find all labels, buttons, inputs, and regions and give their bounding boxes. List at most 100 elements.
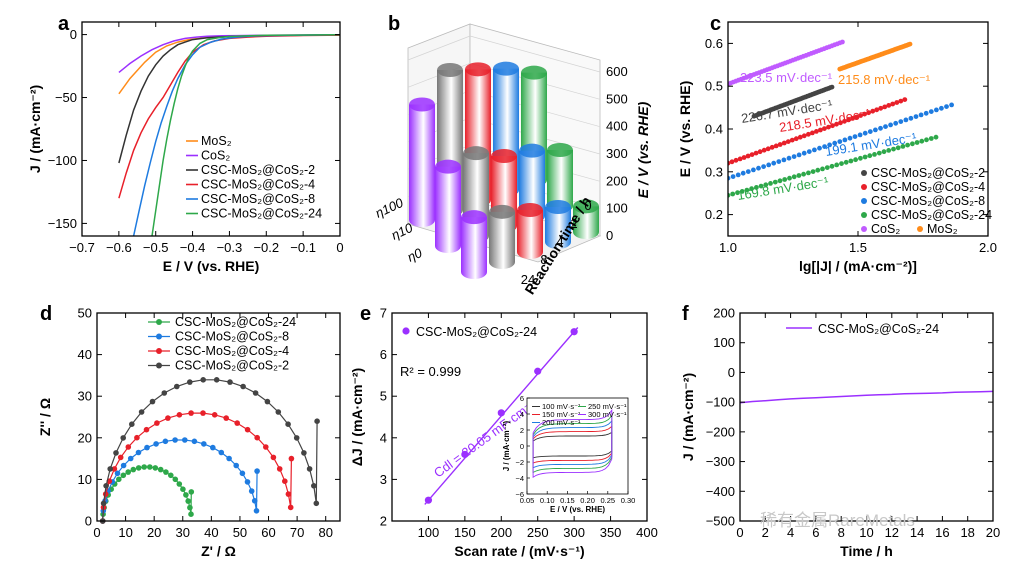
data-point xyxy=(891,146,896,152)
cdl-label: Cdl = 20.05 mF·cm⁻² xyxy=(431,396,539,480)
data-point xyxy=(218,449,225,456)
y-tick-label: 10 xyxy=(78,472,92,487)
data-point xyxy=(165,415,171,421)
y-tick-label: 0.5 xyxy=(705,79,723,94)
bar-top xyxy=(573,199,599,214)
time-tick-label: 4 xyxy=(556,234,563,249)
z-tick-label: 200 xyxy=(606,173,628,188)
data-point xyxy=(213,377,220,383)
y-tick-label: 0.4 xyxy=(705,122,723,137)
series-line xyxy=(102,412,292,522)
data-point xyxy=(837,139,843,145)
data-point xyxy=(461,450,469,459)
data-point xyxy=(761,147,767,153)
data-point xyxy=(185,498,191,504)
data-point xyxy=(806,131,811,137)
inset-legend-entry: 200 mV·s⁻¹ xyxy=(542,418,581,427)
x-tick-label: −0.3 xyxy=(217,240,243,255)
legend-marker xyxy=(861,212,867,218)
data-point xyxy=(793,136,799,142)
data-point xyxy=(867,129,873,135)
x-tick-label: 4 xyxy=(787,525,794,540)
y-tick-label: 4 xyxy=(380,430,387,445)
legend-entry: CSC-MoS₂@CoS₂-2 xyxy=(175,359,289,373)
data-point xyxy=(162,438,169,445)
inset-y-axis-label: J / (mA·cm⁻²) xyxy=(502,420,511,471)
bar-top xyxy=(521,65,547,80)
x-tick-label: 0 xyxy=(336,240,343,255)
data-point xyxy=(730,174,736,180)
bar-cylinder xyxy=(547,150,573,213)
data-point xyxy=(834,121,839,127)
x-tick-label: 40 xyxy=(204,525,218,540)
data-point xyxy=(570,328,578,336)
legend-entry: CSC-MoS₂@CoS₂-24 xyxy=(416,325,537,339)
data-point xyxy=(907,41,913,47)
panel-label-b: b xyxy=(388,13,400,35)
data-point xyxy=(739,189,745,194)
bar-cylinder xyxy=(409,104,435,227)
x-tick-label: 20 xyxy=(147,525,161,540)
data-point xyxy=(154,420,160,426)
data-point xyxy=(125,469,131,475)
data-point xyxy=(777,178,783,184)
data-point xyxy=(822,144,827,150)
data-point xyxy=(786,155,792,161)
data-point xyxy=(883,124,888,129)
data-point xyxy=(172,476,179,483)
data-point xyxy=(785,139,791,145)
legend-entry: CSC-MoS₂@CoS₂-2 xyxy=(201,163,315,177)
metric-tick-label: η0 xyxy=(405,245,425,265)
legend-marker xyxy=(156,319,162,325)
data-point xyxy=(253,508,260,514)
x-tick-label: 70 xyxy=(290,525,304,540)
legend-marker xyxy=(861,198,867,204)
inset-y-tick-label: 2 xyxy=(520,426,524,435)
y-tick-label: 5 xyxy=(380,389,387,404)
data-point xyxy=(735,190,740,196)
data-point xyxy=(876,150,882,156)
data-point xyxy=(176,412,183,418)
data-point xyxy=(838,120,843,126)
x-tick-label: 2.0 xyxy=(979,240,997,255)
y-axis-label: ΔJ / (mA·cm⁻²) xyxy=(349,368,365,466)
x-axis-label: E / V (vs. RHE) xyxy=(163,258,259,274)
data-point xyxy=(138,409,145,415)
y-tick-label: 7 xyxy=(380,306,387,321)
data-point xyxy=(287,504,294,511)
data-point xyxy=(769,144,775,150)
data-point xyxy=(135,465,142,471)
data-point xyxy=(801,133,807,139)
data-point xyxy=(862,130,868,136)
data-point xyxy=(888,122,893,128)
data-point xyxy=(834,162,840,168)
x-tick-label: −0.1 xyxy=(290,240,316,255)
data-point xyxy=(768,181,773,186)
x-tick-label: 12 xyxy=(885,525,899,540)
data-point xyxy=(878,125,883,131)
x-tick-label: −0.7 xyxy=(69,240,95,255)
data-point xyxy=(782,177,788,182)
legend-marker xyxy=(156,362,162,369)
y-tick-label: 0.3 xyxy=(705,164,723,179)
data-point xyxy=(928,136,934,141)
data-point xyxy=(120,435,126,441)
data-point xyxy=(824,165,830,171)
legend-entry: CSC-MoS₂@CoS₂-24 xyxy=(201,207,322,221)
data-point xyxy=(866,110,871,116)
data-point xyxy=(826,124,831,130)
y-tick-label: −150 xyxy=(48,216,77,231)
y-tick-label: −100 xyxy=(48,153,77,168)
panel-e-cdl-chart: e 100 150 200 250 300 350 400 2 3 4 5 6 7 Scan rate / … xyxy=(349,303,658,559)
data-point xyxy=(818,127,823,133)
y-tick-label: 3 xyxy=(380,472,387,487)
data-point xyxy=(882,104,888,110)
data-point xyxy=(886,103,892,108)
bar-cylinder xyxy=(573,206,599,239)
data-point xyxy=(815,167,821,173)
x-tick-label: 1.0 xyxy=(719,240,737,255)
data-point xyxy=(264,398,271,405)
data-point xyxy=(749,152,755,158)
data-point xyxy=(737,156,743,162)
legend-entry: MoS₂ xyxy=(201,134,232,148)
